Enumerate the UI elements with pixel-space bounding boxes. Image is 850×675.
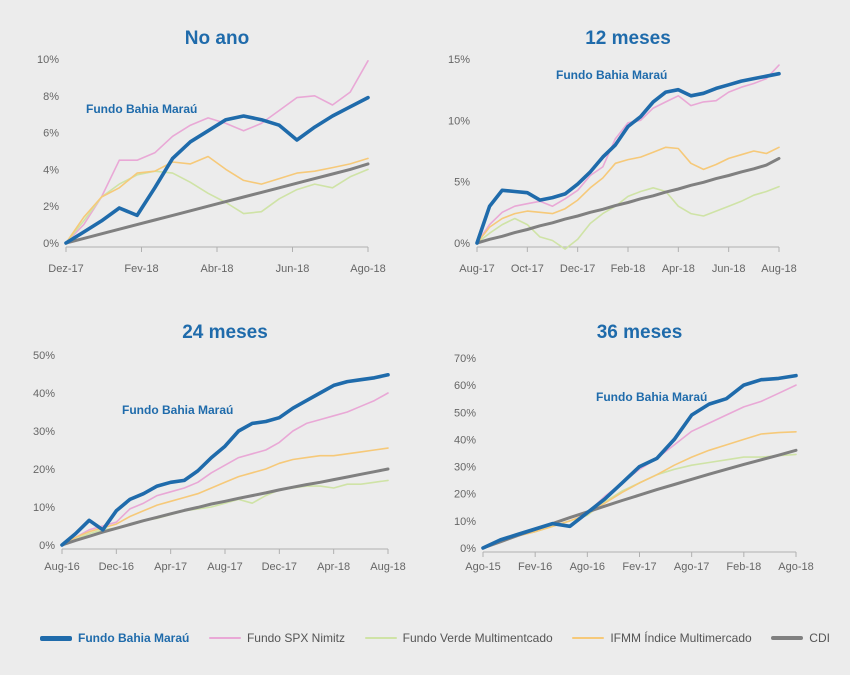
y-tick-label: 0% bbox=[460, 543, 476, 555]
series-line-ifmm-ndice-multimercado bbox=[476, 146, 780, 244]
legend-swatch-cdi bbox=[771, 636, 804, 640]
series-line-fundo-spx-nimitz bbox=[61, 392, 389, 546]
x-tick-label: Dec-17 bbox=[262, 561, 297, 573]
x-tick-label: Fev-18 bbox=[124, 263, 158, 275]
y-tick-label: 50% bbox=[33, 350, 55, 362]
y-tick-label: 0% bbox=[454, 238, 470, 250]
legend-item-ifmm: IFMM Índice Multimercado bbox=[572, 631, 752, 645]
x-tick-label: Dec-17 bbox=[560, 263, 595, 275]
chart-title: 36 meses bbox=[597, 322, 683, 343]
y-tick-label: 20% bbox=[454, 489, 476, 501]
x-tick-label: Aug-18 bbox=[370, 561, 405, 573]
series-annotation: Fundo Bahia Maraú bbox=[122, 403, 233, 417]
x-tick-label: Apr-18 bbox=[317, 561, 350, 573]
x-tick-label: Ago-16 bbox=[570, 561, 605, 573]
x-tick-label: Aug-17 bbox=[459, 263, 494, 275]
y-tick-label: 40% bbox=[33, 388, 55, 400]
legend-label-spx: Fundo SPX Nimitz bbox=[246, 631, 345, 645]
legend-label-verde: Fundo Verde Multimentcado bbox=[402, 631, 553, 645]
x-tick-label: Ago-17 bbox=[674, 561, 709, 573]
x-tick-label: Ago-18 bbox=[350, 263, 385, 275]
x-tick-label: Oct-17 bbox=[511, 263, 544, 275]
x-tick-label: Ago-18 bbox=[778, 561, 813, 573]
x-tick-label: Aug-17 bbox=[207, 561, 242, 573]
legend-label-cdi: CDI bbox=[809, 631, 830, 645]
x-tick-label: Ago-15 bbox=[465, 561, 500, 573]
x-tick-label: Jun-18 bbox=[276, 263, 310, 275]
legend-swatch-bahia bbox=[40, 635, 72, 641]
y-tick-label: 40% bbox=[454, 434, 476, 446]
y-tick-label: 50% bbox=[454, 407, 476, 419]
y-tick-label: 10% bbox=[448, 115, 470, 127]
series-line-fundo-verde-multimentcado bbox=[61, 479, 389, 546]
legend-item-verde: Fundo Verde Multimentcado bbox=[364, 631, 553, 645]
x-tick-label: Aug-16 bbox=[44, 561, 79, 573]
series-line-ifmm-ndice-multimercado bbox=[482, 430, 797, 549]
x-tick-label: Jun-18 bbox=[712, 263, 746, 275]
y-tick-label: 15% bbox=[448, 54, 470, 66]
x-tick-label: Dez-17 bbox=[48, 263, 83, 275]
legend-item-cdi: CDI bbox=[771, 631, 830, 645]
x-tick-label: Apr-18 bbox=[662, 263, 695, 275]
y-tick-label: 0% bbox=[43, 238, 59, 250]
series-line-ifmm-ndice-multimercado bbox=[65, 155, 369, 244]
y-tick-label: 6% bbox=[43, 128, 59, 140]
y-tick-label: 8% bbox=[43, 91, 59, 103]
series-line-ifmm-ndice-multimercado bbox=[61, 447, 389, 546]
series-line-fundo-bahia-mara bbox=[64, 95, 370, 245]
series-line-fundo-spx-nimitz bbox=[65, 59, 369, 244]
x-tick-label: Fev-17 bbox=[622, 561, 656, 573]
x-tick-label: Abr-18 bbox=[200, 263, 233, 275]
chart-title: 24 meses bbox=[182, 322, 268, 343]
series-annotation: Fundo Bahia Maraú bbox=[556, 68, 667, 82]
chart-title: 12 meses bbox=[585, 28, 671, 49]
y-tick-label: 10% bbox=[33, 502, 55, 514]
y-tick-label: 2% bbox=[43, 201, 59, 213]
series-line-fundo-verde-multimentcado bbox=[476, 185, 780, 250]
series-annotation: Fundo Bahia Maraú bbox=[86, 102, 197, 116]
series-line-fundo-spx-nimitz bbox=[476, 64, 780, 244]
legend-label-ifmm: IFMM Índice Multimercado bbox=[610, 631, 752, 645]
legend-swatch-verde bbox=[364, 637, 397, 639]
x-tick-label: Aug-18 bbox=[761, 263, 796, 275]
legend-item-bahia: Fundo Bahia Maraú bbox=[40, 631, 189, 645]
series-line-fundo-bahia-mara bbox=[475, 71, 781, 245]
series-line-fundo-bahia-mara bbox=[481, 373, 798, 550]
y-tick-label: 0% bbox=[39, 540, 55, 552]
y-tick-label: 60% bbox=[454, 380, 476, 392]
series-line-fundo-bahia-mara bbox=[60, 372, 390, 547]
y-tick-label: 5% bbox=[454, 177, 470, 189]
legend-item-spx: Fundo SPX Nimitz bbox=[208, 631, 345, 645]
y-tick-label: 20% bbox=[33, 464, 55, 476]
series-line-cdi bbox=[64, 162, 370, 245]
y-tick-label: 10% bbox=[454, 516, 476, 528]
chart-title: No ano bbox=[185, 28, 249, 49]
x-tick-label: Feb-18 bbox=[611, 263, 646, 275]
series-annotation: Fundo Bahia Maraú bbox=[596, 390, 707, 404]
y-tick-label: 10% bbox=[37, 54, 59, 66]
legend-label-bahia: Fundo Bahia Maraú bbox=[78, 631, 190, 645]
y-tick-label: 30% bbox=[454, 462, 476, 474]
legend: Fundo Bahia Maraú Fundo SPX Nimitz Fundo… bbox=[40, 628, 830, 648]
x-tick-label: Dec-16 bbox=[99, 561, 134, 573]
x-tick-label: Feb-18 bbox=[726, 561, 761, 573]
y-tick-label: 4% bbox=[43, 164, 59, 176]
x-tick-label: Apr-17 bbox=[154, 561, 187, 573]
series-line-fundo-verde-multimentcado bbox=[65, 168, 369, 244]
legend-swatch-ifmm bbox=[572, 637, 605, 639]
series-line-cdi bbox=[475, 156, 781, 245]
y-tick-label: 70% bbox=[454, 353, 476, 365]
x-tick-label: Fev-16 bbox=[518, 561, 552, 573]
series-line-cdi bbox=[60, 467, 390, 547]
y-tick-label: 30% bbox=[33, 426, 55, 438]
legend-swatch-spx bbox=[208, 637, 241, 639]
